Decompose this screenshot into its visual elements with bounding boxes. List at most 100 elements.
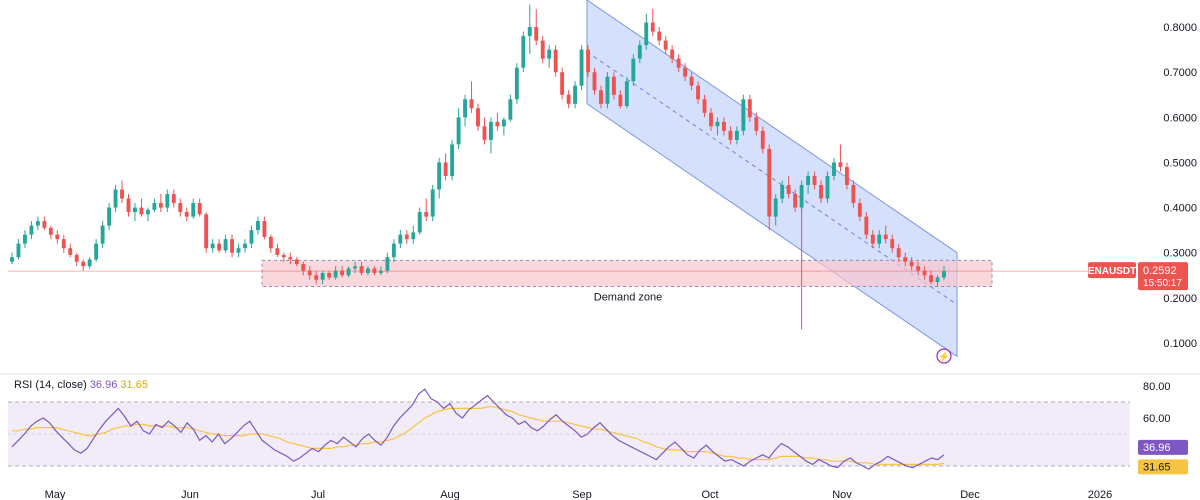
candle-body: [126, 198, 131, 213]
candle-body: [249, 230, 254, 244]
candle-body: [534, 27, 539, 41]
candle-body: [909, 261, 914, 267]
candle-body: [430, 189, 435, 217]
time-tick-label: Nov: [832, 489, 852, 500]
rsi-tick-label: 80.00: [1143, 381, 1171, 393]
candle-body: [896, 248, 901, 258]
alert-glyph: ⚡: [938, 350, 950, 363]
descending-channel[interactable]: ⚡: [586, 0, 958, 364]
candle-body: [482, 126, 487, 140]
candle-body: [631, 58, 636, 82]
candle-body: [683, 67, 688, 77]
candle-body: [495, 121, 500, 127]
candle-body: [243, 243, 247, 249]
candle-body: [29, 225, 34, 235]
candle-body: [281, 254, 286, 258]
candle-body: [786, 185, 791, 195]
candle-body: [857, 203, 862, 217]
candle-body: [288, 257, 293, 260]
candle-body: [411, 232, 416, 240]
rsi-value-label: 36.96: [1143, 442, 1171, 454]
candle-body: [508, 99, 513, 120]
rsi-ma-line: [12, 406, 945, 465]
candle-body: [521, 36, 526, 68]
candle-body: [689, 76, 694, 86]
symbol-tag[interactable]: [1088, 262, 1136, 279]
candle-body: [540, 40, 545, 59]
candle-body: [599, 90, 603, 104]
time-axis[interactable]: May Jun Jul Aug Sep Oct Nov Dec 2026: [45, 489, 1113, 500]
candle-body: [676, 58, 681, 68]
time-tick-label: Oct: [701, 489, 718, 500]
candle-body: [838, 162, 843, 167]
demand-zone[interactable]: Demand zone: [261, 259, 993, 304]
price-tick-label: 0.7000: [1163, 67, 1197, 79]
demand-zone-rect[interactable]: [261, 259, 993, 288]
candle-body: [417, 212, 422, 233]
demand-zone-label: Demand zone: [594, 292, 663, 304]
candle-body: [469, 99, 474, 109]
time-tick-label: Jul: [311, 489, 325, 500]
candle-body: [152, 203, 157, 210]
candle-body: [74, 254, 79, 262]
alert-icon[interactable]: [936, 348, 952, 364]
candle-body: [217, 243, 222, 251]
price-tick-label: 0.2000: [1163, 293, 1197, 305]
candle-body: [844, 166, 849, 185]
candle-body: [793, 194, 798, 208]
rsi-line: [11, 388, 945, 470]
candle-body: [916, 266, 921, 271]
candle-body: [171, 194, 176, 204]
candle-body: [579, 49, 584, 86]
candle-body: [456, 117, 461, 145]
candle-body: [644, 22, 649, 46]
candle-body: [754, 117, 759, 131]
time-tick-label: Dec: [960, 489, 980, 500]
candle-body: [55, 234, 60, 240]
candle-body: [760, 130, 765, 149]
time-tick-label: May: [45, 489, 66, 500]
last-price-tag: [1138, 262, 1188, 291]
price-axis[interactable]: 0.8000 0.7000 0.6000 0.5000 0.4000 0.3000 0.20…: [1163, 22, 1197, 350]
candle-body: [100, 225, 105, 244]
candle-body: [819, 185, 823, 199]
candle-body: [624, 81, 629, 107]
candle-body: [139, 207, 144, 215]
rsi-pane[interactable]: RSI (14, close) 36.96 31.65 80.00 60.00 36.…: [0, 373, 1200, 475]
candle-body: [437, 162, 442, 190]
candle-body: [929, 275, 933, 283]
candlestick-series: [10, 4, 946, 330]
price-tick-label: 0.5000: [1163, 157, 1197, 169]
candle-body: [443, 162, 448, 176]
candle-body: [547, 49, 552, 59]
candle-body: [68, 248, 73, 255]
candle-body: [320, 272, 325, 280]
candle-body: [709, 112, 713, 127]
candle-body: [191, 203, 196, 217]
candle-body: [262, 221, 267, 237]
rsi-value-header: 36.96: [90, 379, 121, 391]
time-tick-label: 2026: [1088, 489, 1112, 500]
candle-body: [851, 185, 856, 204]
price-tick-label: 0.6000: [1163, 112, 1197, 124]
candle-body: [870, 234, 875, 244]
candle-body: [307, 270, 312, 276]
candle-body: [165, 194, 170, 208]
candle-body: [204, 214, 209, 249]
candle-body: [527, 27, 532, 37]
candle-body: [268, 236, 273, 249]
candle-body: [424, 212, 429, 217]
rsi-ma-tag: [1138, 459, 1188, 475]
candle-body: [637, 45, 642, 59]
candle-body: [450, 144, 455, 176]
price-tick-label: 0.8000: [1163, 22, 1197, 34]
candle-body: [605, 76, 610, 104]
candle-body: [618, 94, 623, 107]
candle-body: [346, 268, 351, 276]
candle-body: [87, 259, 92, 267]
candle-body: [158, 203, 163, 208]
candle-body: [113, 189, 118, 208]
candle-body: [722, 121, 726, 131]
